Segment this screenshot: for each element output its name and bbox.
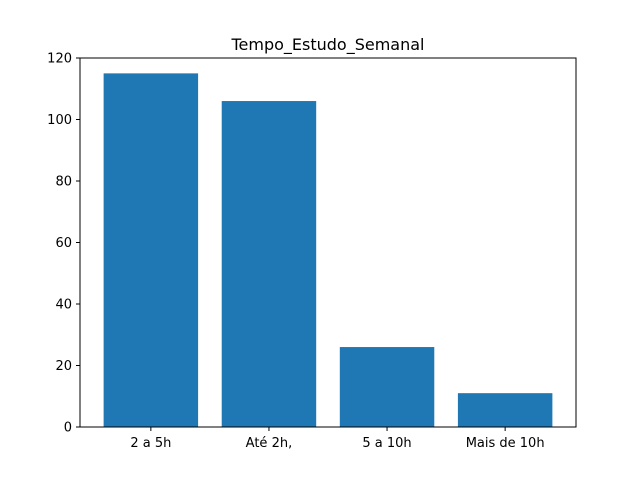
y-axis: 0 20 40 60 80 100 120: [47, 52, 80, 436]
plot-frame: [79, 57, 577, 428]
x-tick-label: 2 a 5h: [130, 436, 171, 451]
bar: [457, 393, 553, 427]
x-axis: 2 a 5h Até 2h, 5 a 10h Mais de 10h: [130, 427, 545, 451]
y-tick-label: 80: [55, 175, 72, 190]
y-tick-label: 0: [64, 421, 72, 436]
y-tick-label: 40: [55, 298, 72, 313]
x-tick-label: 5 a 10h: [362, 436, 411, 451]
y-tick-label: 60: [55, 236, 72, 251]
bar: [339, 347, 435, 427]
chart-title: Tempo_Estudo_Semanal: [230, 35, 424, 55]
x-tick-label: Mais de 10h: [466, 436, 545, 451]
y-tick-label: 20: [55, 359, 72, 374]
bar: [103, 73, 199, 427]
y-tick-label: 120: [47, 52, 72, 67]
x-tick-label: Até 2h,: [246, 436, 293, 451]
bars-layer: [103, 73, 553, 428]
y-tick-label: 100: [47, 113, 72, 128]
bar: [221, 101, 317, 428]
